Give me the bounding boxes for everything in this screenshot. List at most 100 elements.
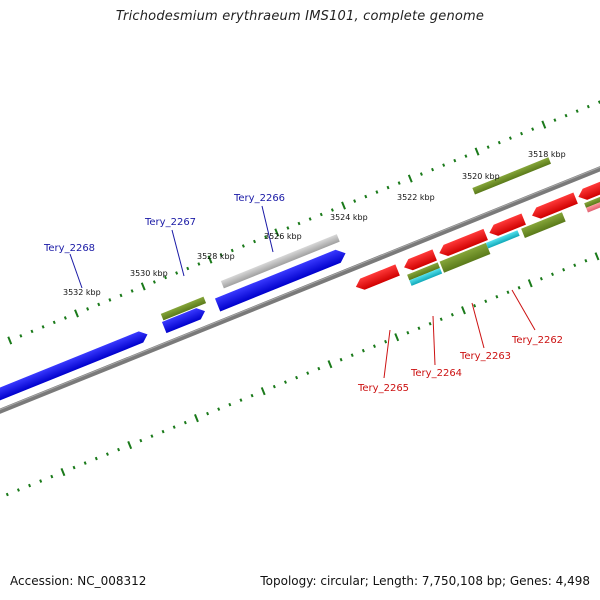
- lower-ruler-tick: [183, 420, 187, 425]
- gene-label-tery-2268[interactable]: Tery_2268: [43, 243, 95, 254]
- gene-label-tery-2266[interactable]: Tery_2266: [233, 193, 285, 204]
- upper-ruler-tick: [186, 266, 190, 271]
- lower-ruler-tick: [127, 441, 133, 450]
- lower-feature-row: [407, 188, 600, 286]
- lower-ruler-tick: [372, 344, 376, 348]
- lower-ruler-tick: [350, 353, 354, 357]
- upper-ruler-tick: [140, 282, 146, 291]
- lower-ruler-tick: [172, 425, 176, 429]
- lower-ruler-tick: [150, 434, 154, 438]
- gene-tery-2264-arrow[interactable]: [402, 249, 437, 272]
- lower-ruler-tick: [562, 268, 566, 272]
- lower-ruler-tick: [317, 366, 321, 371]
- ruler-label-3518: 3518 kbp: [528, 150, 566, 159]
- gene-label-tery-2263[interactable]: Tery_2263: [459, 351, 511, 362]
- upper-ruler-tick: [386, 185, 390, 190]
- gene-tery-2262-arrow[interactable]: [487, 213, 526, 238]
- upper-ruler-tick: [364, 194, 368, 199]
- lower-ruler-tick: [394, 333, 400, 342]
- upper-ruler-tick: [531, 127, 535, 131]
- lower-ruler-tick: [16, 488, 20, 492]
- upper-ruler-tick: [286, 226, 290, 230]
- cyan-feature[interactable]: [485, 230, 520, 249]
- gene-tery-2266-arrow[interactable]: [214, 247, 348, 312]
- olive-feature[interactable]: [439, 242, 491, 273]
- map-title: Trichodesmium erythraeum IMS101, complet…: [115, 9, 485, 24]
- upper-ruler-tick: [419, 172, 423, 176]
- upper-ruler-tick: [253, 239, 257, 244]
- lower-ruler-tick: [327, 360, 333, 369]
- upper-ruler-tick: [497, 140, 501, 145]
- reverse-gene-row: [354, 175, 600, 292]
- gene-tery-2268-arrow[interactable]: [0, 329, 150, 407]
- lower-ruler-tick: [517, 285, 521, 290]
- lower-ruler-tick: [117, 447, 121, 452]
- reverse-gene-arrow[interactable]: [576, 175, 600, 203]
- lower-ruler-tick: [428, 321, 432, 326]
- upper-ruler-tick: [397, 181, 401, 185]
- upper-ruler-tick: [219, 253, 223, 257]
- upper-ruler-tick: [330, 208, 334, 212]
- upper-ruler-tick: [520, 131, 524, 136]
- upper-ruler-tick: [375, 190, 379, 194]
- upper-ruler-tick: [564, 113, 568, 118]
- gray-feature[interactable]: [220, 234, 340, 289]
- olive-feature[interactable]: [407, 262, 440, 281]
- upper-ruler-tick: [119, 293, 123, 298]
- gene-tery-2267-arrow[interactable]: [161, 306, 207, 334]
- ruler-label-3532: 3532 kbp: [63, 288, 101, 297]
- forward-gene-row: [0, 247, 348, 407]
- upper-ruler-tick: [164, 275, 168, 280]
- pink-feature[interactable]: [586, 192, 600, 213]
- upper-ruler-tick: [130, 289, 134, 293]
- lower-ruler-tick: [506, 290, 510, 295]
- upper-ruler-tick: [575, 109, 579, 113]
- upper-ruler-tick: [442, 163, 446, 167]
- upper-ruler-tick: [308, 217, 312, 221]
- upper-ruler-tick: [41, 325, 45, 329]
- lower-ruler-tick: [495, 294, 499, 299]
- upper-ruler-tick: [230, 248, 234, 253]
- upper-ruler-tick: [319, 212, 323, 217]
- upper-ruler-tick: [586, 104, 590, 109]
- lower-ruler-tick: [361, 348, 365, 353]
- lower-ruler-tick: [50, 474, 54, 479]
- reverse-gene-arrow[interactable]: [530, 192, 578, 221]
- gene-label-tery-2265[interactable]: Tery_2265: [357, 383, 409, 394]
- upper-ruler-tick: [30, 329, 34, 334]
- gene-label-tery-2262[interactable]: Tery_2262: [511, 335, 563, 346]
- lower-ruler-tick: [484, 299, 488, 304]
- upper-ruler-tick: [486, 145, 490, 149]
- upper-ruler-tick: [431, 167, 435, 172]
- upper-ruler-tick: [197, 262, 201, 266]
- lower-ruler-tick: [439, 317, 443, 321]
- lower-ruler-tick: [94, 456, 98, 461]
- cyan-feature[interactable]: [409, 267, 443, 286]
- lower-ruler-tick: [283, 380, 287, 384]
- olive-feature[interactable]: [472, 157, 551, 195]
- gene-tery-2265-arrow[interactable]: [354, 264, 400, 292]
- lower-ruler-tick: [527, 279, 533, 288]
- upper-ruler-tick: [175, 271, 179, 275]
- ruler-label-3530: 3530 kbp: [130, 269, 168, 278]
- ruler-label-3522: 3522 kbp: [397, 193, 435, 202]
- upper-ruler-tick: [453, 158, 457, 163]
- accession-text: Accession: NC_008312: [10, 574, 147, 588]
- lower-ruler-tick: [306, 371, 310, 375]
- lower-ruler-tick: [339, 357, 343, 362]
- lower-ruler-tick: [250, 393, 254, 398]
- genome-stats-text: Topology: circular; Length: 7,750,108 bp…: [260, 574, 590, 588]
- upper-ruler-tick: [341, 201, 346, 210]
- upper-gene-labels: Tery_2268 Tery_2267 Tery_2266: [43, 193, 285, 289]
- olive-feature[interactable]: [521, 212, 566, 238]
- upper-ruler-tick: [108, 298, 112, 302]
- lower-ruler-tick: [194, 414, 199, 423]
- gene-label-tery-2264[interactable]: Tery_2264: [410, 368, 462, 379]
- gene-tery-2263-arrow[interactable]: [437, 228, 488, 259]
- olive-feature[interactable]: [160, 296, 207, 321]
- gene-label-tery-2267[interactable]: Tery_2267: [144, 217, 196, 228]
- lower-ruler-tick: [60, 467, 66, 477]
- olive-feature[interactable]: [584, 188, 600, 208]
